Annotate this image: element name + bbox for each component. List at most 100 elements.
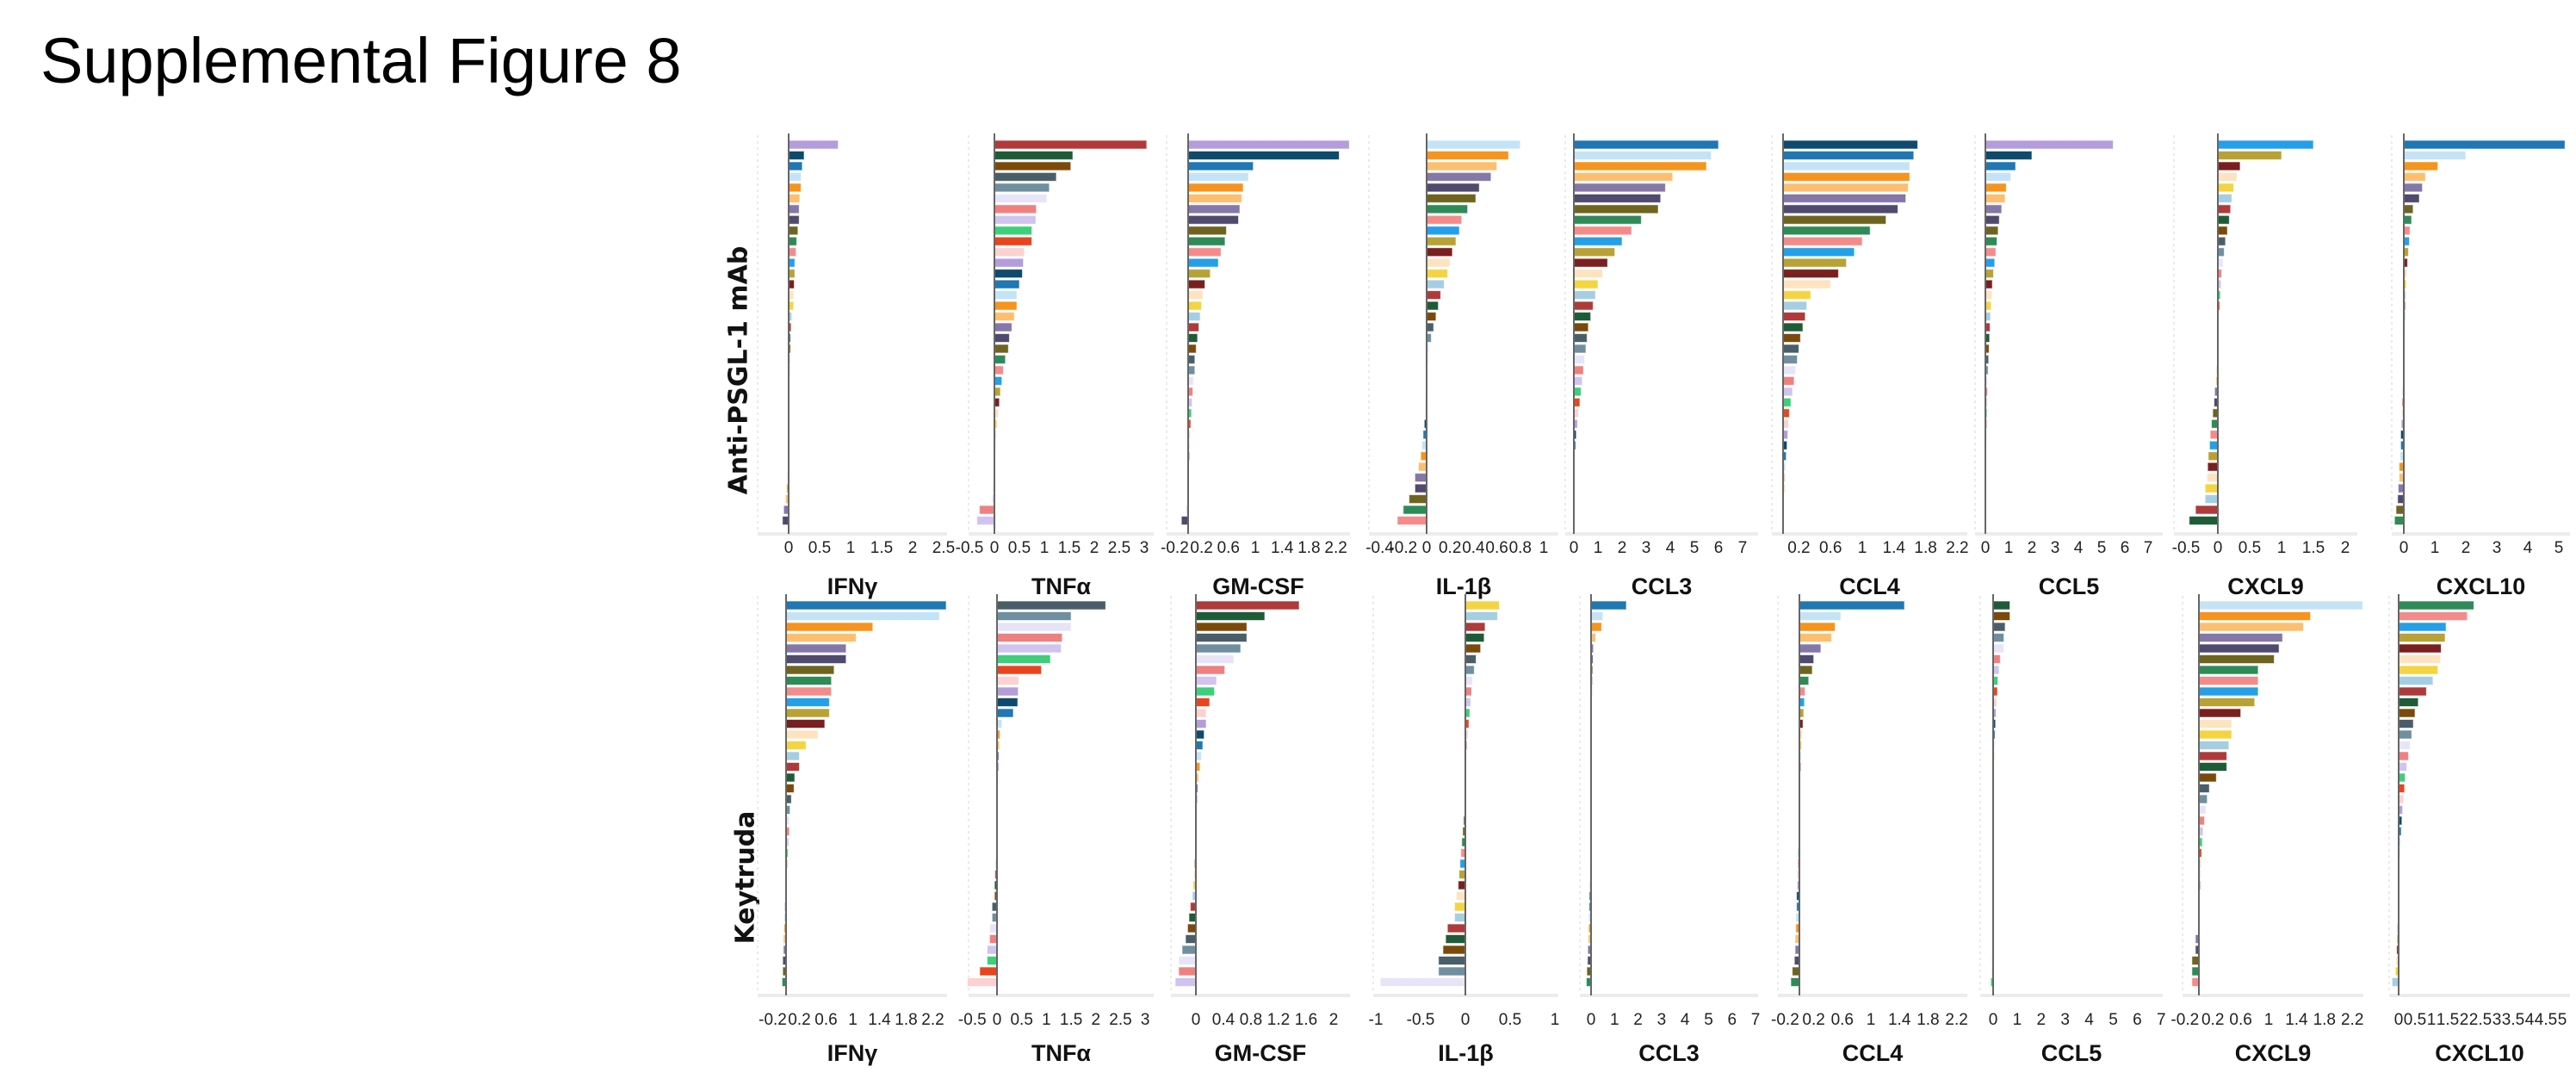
bar-ccl4-25 [1782, 408, 1790, 418]
bar-ccl5-15 [1985, 301, 1992, 311]
panel-title-cxcl10: CXCL10 [2435, 1040, 2524, 1066]
bar-tnf--5 [996, 654, 1051, 664]
bar-il-1--14 [1426, 290, 1441, 301]
bar-ccl4-13 [1782, 279, 1831, 289]
bar-gm-csf-29 [1188, 913, 1197, 922]
bar-ccl5-6 [1992, 665, 2000, 675]
tick-label-gm-csf: 1.4 [1271, 539, 1294, 557]
bar-cxcl10-2 [2403, 161, 2439, 171]
bar-ccl3-11 [1573, 257, 1608, 268]
bar-il-1--3 [1426, 171, 1492, 182]
bar-tnf--11 [994, 257, 1025, 268]
tick-label-ccl4: 1.8 [1917, 1011, 1939, 1029]
tick-label-cxcl10: 0 [2394, 1011, 2404, 1029]
bar-tnf--22 [994, 375, 1003, 386]
bar-il-1--34 [1403, 505, 1427, 515]
panel-title-ccl4: CCL4 [1842, 1040, 1904, 1066]
bar-ccl3-14 [1573, 290, 1596, 301]
bar-cxcl10-0 [2398, 600, 2474, 611]
bar-gm-csf-13 [1187, 279, 1205, 289]
bar-cxcl10-7 [2403, 214, 2412, 225]
bar-gm-csf-34 [1178, 966, 1197, 976]
bar-ccl5-13 [1985, 279, 1993, 289]
bar-tnf--13 [994, 279, 1020, 289]
bar-ifn--7 [785, 676, 833, 685]
bar-il-1--15 [1426, 301, 1440, 311]
tick-label-ccl3: 6 [1728, 1011, 1737, 1029]
tick-label-ifn-: 0.6 [814, 1011, 837, 1029]
tick-label-ccl4: 1.4 [1883, 539, 1906, 557]
tick-label-tnf-: -0.5 [958, 1011, 987, 1029]
bar-tnf--3 [994, 171, 1057, 182]
tick-label-ccl5: 2 [2037, 1011, 2047, 1029]
bar-cxcl9-4 [2198, 643, 2280, 654]
panel-title-il-1-: IL-1β [1438, 1040, 1493, 1066]
bar-il-1--34 [1438, 966, 1466, 976]
bar-ccl5-1 [1985, 150, 2033, 160]
panel-title-ifn-: IFNγ [827, 1040, 878, 1066]
tick-label-ccl3: 5 [1690, 539, 1700, 557]
tick-label-cxcl9: 0.5 [2239, 539, 2261, 557]
bar-il-1--10 [1426, 247, 1453, 257]
bar-gm-csf-9 [1195, 698, 1211, 707]
bar-ccl4-0 [1782, 140, 1918, 150]
bar-cxcl9-1 [2217, 150, 2282, 160]
bar-il-1--35 [1379, 977, 1466, 987]
bar-ccl5-11 [1985, 257, 1996, 268]
bar-gm-csf-1 [1187, 150, 1340, 160]
bar-gm-csf-6 [1195, 665, 1226, 675]
bar-tnf--10 [994, 247, 1025, 257]
bar-gm-csf-3 [1195, 633, 1248, 642]
bar-ccl5-4 [1985, 183, 2007, 193]
bar-gm-csf-35 [1174, 977, 1197, 987]
bar-tnf--8 [994, 226, 1032, 236]
bar-gm-csf-4 [1195, 643, 1242, 654]
bar-gm-csf-32 [1181, 945, 1197, 955]
bar-gm-csf-17 [1187, 322, 1199, 332]
bar-gm-csf-5 [1187, 193, 1242, 203]
bar-ccl4-5 [1782, 193, 1907, 203]
tick-label-cxcl10: 4 [2525, 1011, 2535, 1029]
tick-label-ccl4: 0.6 [1831, 1011, 1854, 1029]
bar-cxcl9-5 [2198, 654, 2275, 664]
tick-label-ccl3: 3 [1657, 1011, 1667, 1029]
bar-cxcl10-3 [2398, 633, 2446, 642]
bar-il-1--16 [1426, 312, 1437, 322]
tick-label-ccl5: 2 [2028, 539, 2037, 557]
bar-il-1--11 [1426, 257, 1451, 268]
bar-ccl4-8 [1782, 226, 1871, 236]
bar-ccl3-15 [1573, 301, 1594, 311]
tick-label-ccl4: 0.6 [1819, 539, 1842, 557]
bar-ccl3-20 [1573, 354, 1586, 364]
bar-ccl5-0 [1992, 600, 2011, 611]
bar-gm-csf-14 [1187, 290, 1204, 301]
bar-ifn--14 [785, 751, 800, 761]
bar-ccl5-14 [1985, 290, 1993, 301]
bar-ccl3-0 [1573, 140, 1719, 150]
tick-label-tnf-: 1 [1040, 539, 1050, 557]
bar-ccl4-11 [1782, 257, 1848, 268]
tick-label-gm-csf: 1 [1251, 539, 1260, 557]
bar-ccl5-8 [1985, 226, 1999, 236]
bar-ccl4-0 [1799, 600, 1905, 611]
tick-label-tnf-: 1.5 [1058, 539, 1081, 557]
tick-label-il-1-: -0.4 [1365, 539, 1394, 557]
bar-cxcl10-8 [2398, 686, 2427, 697]
bar-cxcl9-17 [2198, 784, 2210, 793]
tick-label-ifn-: 2.5 [932, 539, 955, 557]
tick-label-il-1-: -0.5 [1407, 1011, 1435, 1029]
tick-label-cxcl9: -0.2 [2170, 1011, 2199, 1029]
tick-label-tnf-: 2 [1092, 1011, 1101, 1029]
bar-cxcl10-11 [2398, 719, 2414, 728]
bar-il-1--30 [1417, 462, 1427, 472]
bar-il-1--4 [1464, 643, 1482, 654]
bar-gm-csf-2 [1195, 622, 1248, 632]
bar-cxcl9-9 [2217, 236, 2226, 246]
bar-cxcl10-12 [2398, 729, 2412, 740]
bar-cxcl9-16 [2198, 772, 2217, 783]
bar-tnf--4 [996, 643, 1062, 654]
bar-cxcl10-4 [2398, 643, 2442, 654]
tick-label-ccl5: 6 [2133, 1011, 2142, 1029]
tick-label-il-1-: 1 [1539, 539, 1549, 557]
bar-ccl3-13 [1573, 279, 1599, 289]
